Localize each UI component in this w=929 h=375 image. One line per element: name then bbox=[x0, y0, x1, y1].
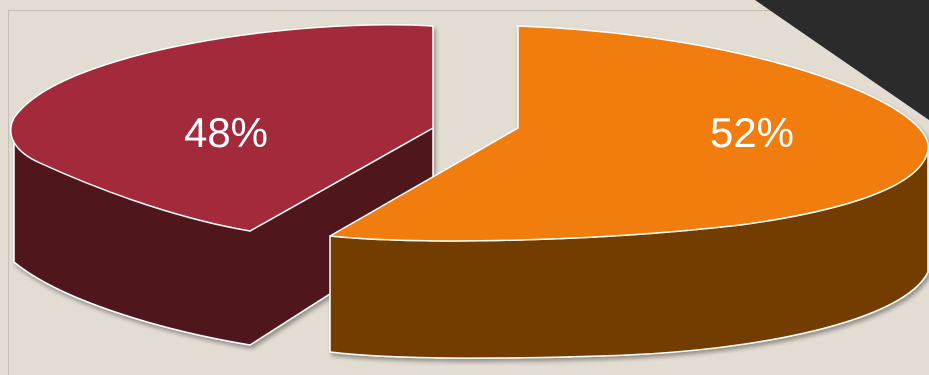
corner-decoration bbox=[755, 0, 929, 120]
pie-slice-52 bbox=[329, 25, 929, 359]
pie-slice-48-label: 48% bbox=[184, 109, 268, 156]
slide-frame bbox=[8, 10, 929, 375]
pie-slice-48 bbox=[10, 24, 434, 346]
pie-slice-52-label: 52% bbox=[710, 109, 794, 156]
pie-slice-52-top bbox=[329, 25, 929, 242]
pie-slice-48-top bbox=[10, 24, 434, 232]
